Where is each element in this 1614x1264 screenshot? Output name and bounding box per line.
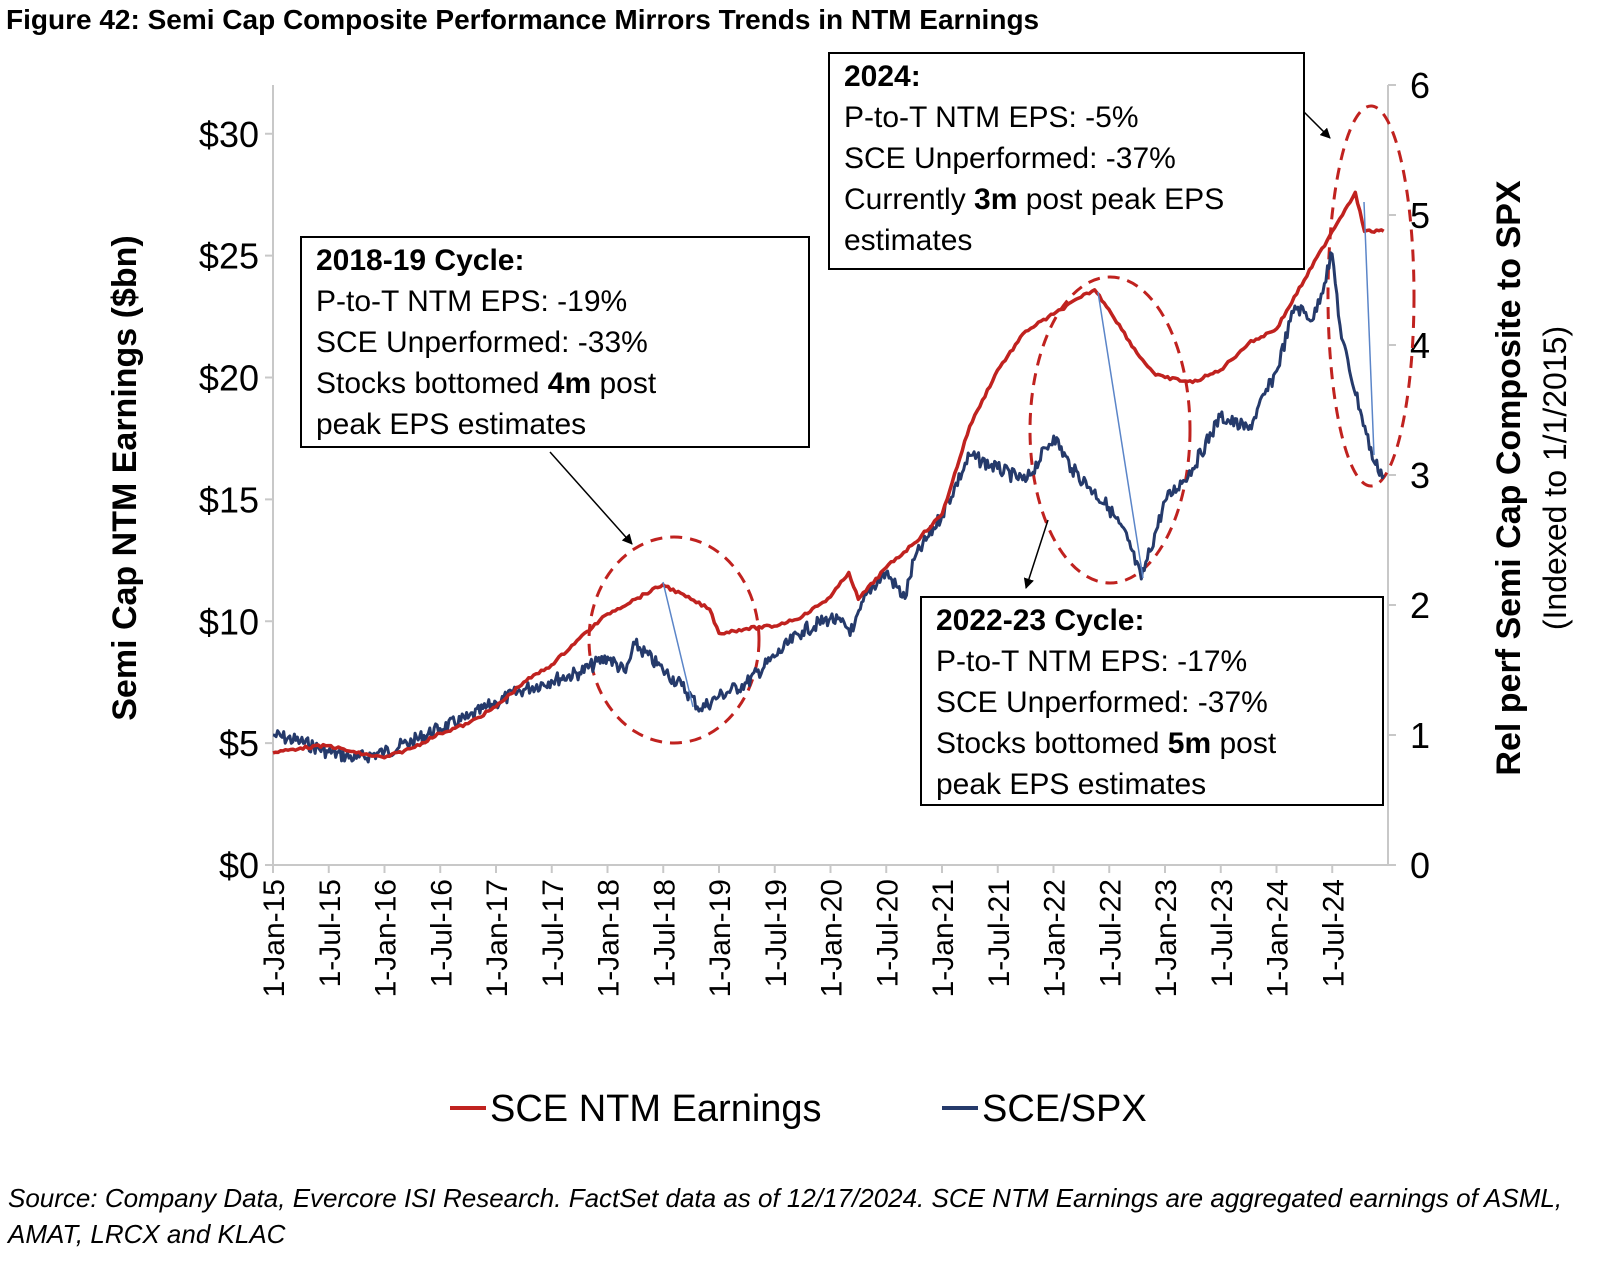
legend: SCE NTM Earnings SCE/SPX <box>0 1086 1614 1132</box>
peak-to-trough-connector <box>662 581 694 708</box>
callout-arrow <box>1301 109 1331 139</box>
callout-2024: 2024: P-to-T NTM EPS: -5% SCE Unperforme… <box>828 52 1305 270</box>
peak-to-trough-connector <box>1097 291 1144 579</box>
connector-layer <box>662 201 1375 708</box>
callout-line: SCE Unperformed: -37% <box>844 142 1176 175</box>
series-layer <box>272 190 1386 764</box>
x-tick-label: 1-Jan-16 <box>370 879 403 997</box>
y-left-tick-label: $0 <box>219 845 259 886</box>
x-tick-label: 1-Jan-15 <box>258 879 291 997</box>
cycle-highlight-ellipse <box>1028 275 1192 585</box>
callout-arrow <box>549 451 633 545</box>
series-line-sce-ntm-earnings <box>272 190 1385 760</box>
callout-title: 2018-19 Cycle: <box>316 244 525 277</box>
callout-2022-23-cycle: 2022-23 Cycle: P-to-T NTM EPS: -17% SCE … <box>920 596 1384 806</box>
y-right-axis-label: Rel perf Semi Cap Composite to SPX <box>1490 180 1528 775</box>
x-tick-label: 1-Jan-21 <box>927 879 960 997</box>
y-right-tick-label: 2 <box>1410 585 1430 626</box>
y-right-tick-label: 1 <box>1410 715 1430 756</box>
x-tick-label: 1-Jul-24 <box>1317 879 1350 987</box>
y-right-tick-label: 5 <box>1410 195 1430 236</box>
y-right-tick-label: 3 <box>1410 455 1430 496</box>
callout-line: SCE Unperformed: -37% <box>936 686 1268 719</box>
y-left-tick-label: $5 <box>219 723 259 764</box>
y-left-tick-label: $30 <box>199 114 259 155</box>
y-left-tick-label: $10 <box>199 601 259 642</box>
figure-title: Figure 42: Semi Cap Composite Performanc… <box>6 4 1040 35</box>
callout-2018-19-cycle: 2018-19 Cycle: P-to-T NTM EPS: -19% SCE … <box>300 236 810 448</box>
cycle-highlight-ellipse <box>1326 104 1416 488</box>
callout-line: P-to-T NTM EPS: -19% <box>316 285 628 318</box>
callout-line: peak EPS estimates <box>936 768 1207 801</box>
callout-title: 2024: <box>844 60 921 93</box>
x-tick-label: 1-Jan-17 <box>481 879 514 997</box>
x-tick-label: 1-Jan-20 <box>816 879 849 997</box>
ellipse-layer <box>587 104 1416 745</box>
x-tick-label: 1-Jul-19 <box>760 879 793 987</box>
callout-line: estimates <box>844 224 973 257</box>
y-left-tick-label: $20 <box>199 358 259 399</box>
x-tick-label: 1-Jan-18 <box>593 879 626 997</box>
peak-to-trough-connector <box>1363 201 1375 456</box>
axes-layer: $0 $5 $10 $15 $20 $25 $30 0 1 2 3 4 5 6 1-Jan-15 1-Jul-… <box>199 65 1430 997</box>
arrow-layer <box>549 109 1331 589</box>
legend-swatch-earnings <box>450 1105 486 1110</box>
x-tick-label: 1-Jul-17 <box>537 879 570 987</box>
x-tick-label: 1-Jan-22 <box>1039 879 1072 997</box>
source-note: Source: Company Data, Evercore ISI Resea… <box>8 1183 1563 1249</box>
legend-item-earnings: SCE NTM Earnings <box>450 1086 822 1132</box>
y-right-axis-sublabel: (Indexed to 1/1/2015) <box>1537 326 1573 630</box>
cycle-highlight-ellipse <box>587 535 761 745</box>
x-tick-label: 1-Jan-19 <box>704 879 737 997</box>
x-tick-label: 1-Jul-15 <box>314 879 347 987</box>
callout-line: SCE Unperformed: -33% <box>316 326 648 359</box>
y-right-tick-label: 6 <box>1410 65 1430 106</box>
y-left-tick-label: $25 <box>199 236 259 277</box>
callout-line: P-to-T NTM EPS: -17% <box>936 645 1248 678</box>
legend-label: SCE NTM Earnings <box>490 1088 822 1130</box>
x-tick-label: 1-Jan-23 <box>1150 879 1183 997</box>
y-left-tick-label: $15 <box>199 479 259 520</box>
x-tick-label: 1-Jul-16 <box>425 879 458 987</box>
y-right-tick-label: 0 <box>1410 845 1430 886</box>
callout-line: peak EPS estimates <box>316 408 587 441</box>
x-tick-label: 1-Jan-24 <box>1262 879 1295 997</box>
callout-line: Stocks bottomed 5m post <box>936 727 1277 760</box>
callout-line: P-to-T NTM EPS: -5% <box>844 101 1139 134</box>
legend-label: SCE/SPX <box>982 1088 1147 1130</box>
callout-line: Stocks bottomed 4m post <box>316 367 657 400</box>
legend-swatch-relperf <box>942 1105 978 1110</box>
y-left-axis-label: Semi Cap NTM Earnings ($bn) <box>106 235 144 721</box>
x-tick-label: 1-Jul-20 <box>871 879 904 987</box>
x-tick-label: 1-Jul-21 <box>983 879 1016 987</box>
callout-title: 2022-23 Cycle: <box>936 604 1145 637</box>
legend-item-relperf: SCE/SPX <box>942 1086 1147 1132</box>
chart: $0 $5 $10 $15 $20 $25 $30 0 1 2 3 4 5 6 1-Jan-15 1-Jul-… <box>106 65 1573 997</box>
x-tick-label: 1-Jul-18 <box>648 879 681 987</box>
callout-line: Currently 3m post peak EPS <box>844 183 1225 216</box>
x-tick-label: 1-Jul-23 <box>1206 879 1239 987</box>
x-tick-label: 1-Jul-22 <box>1094 879 1127 987</box>
y-right-tick-label: 4 <box>1410 325 1430 366</box>
callout-arrow <box>1023 519 1049 589</box>
